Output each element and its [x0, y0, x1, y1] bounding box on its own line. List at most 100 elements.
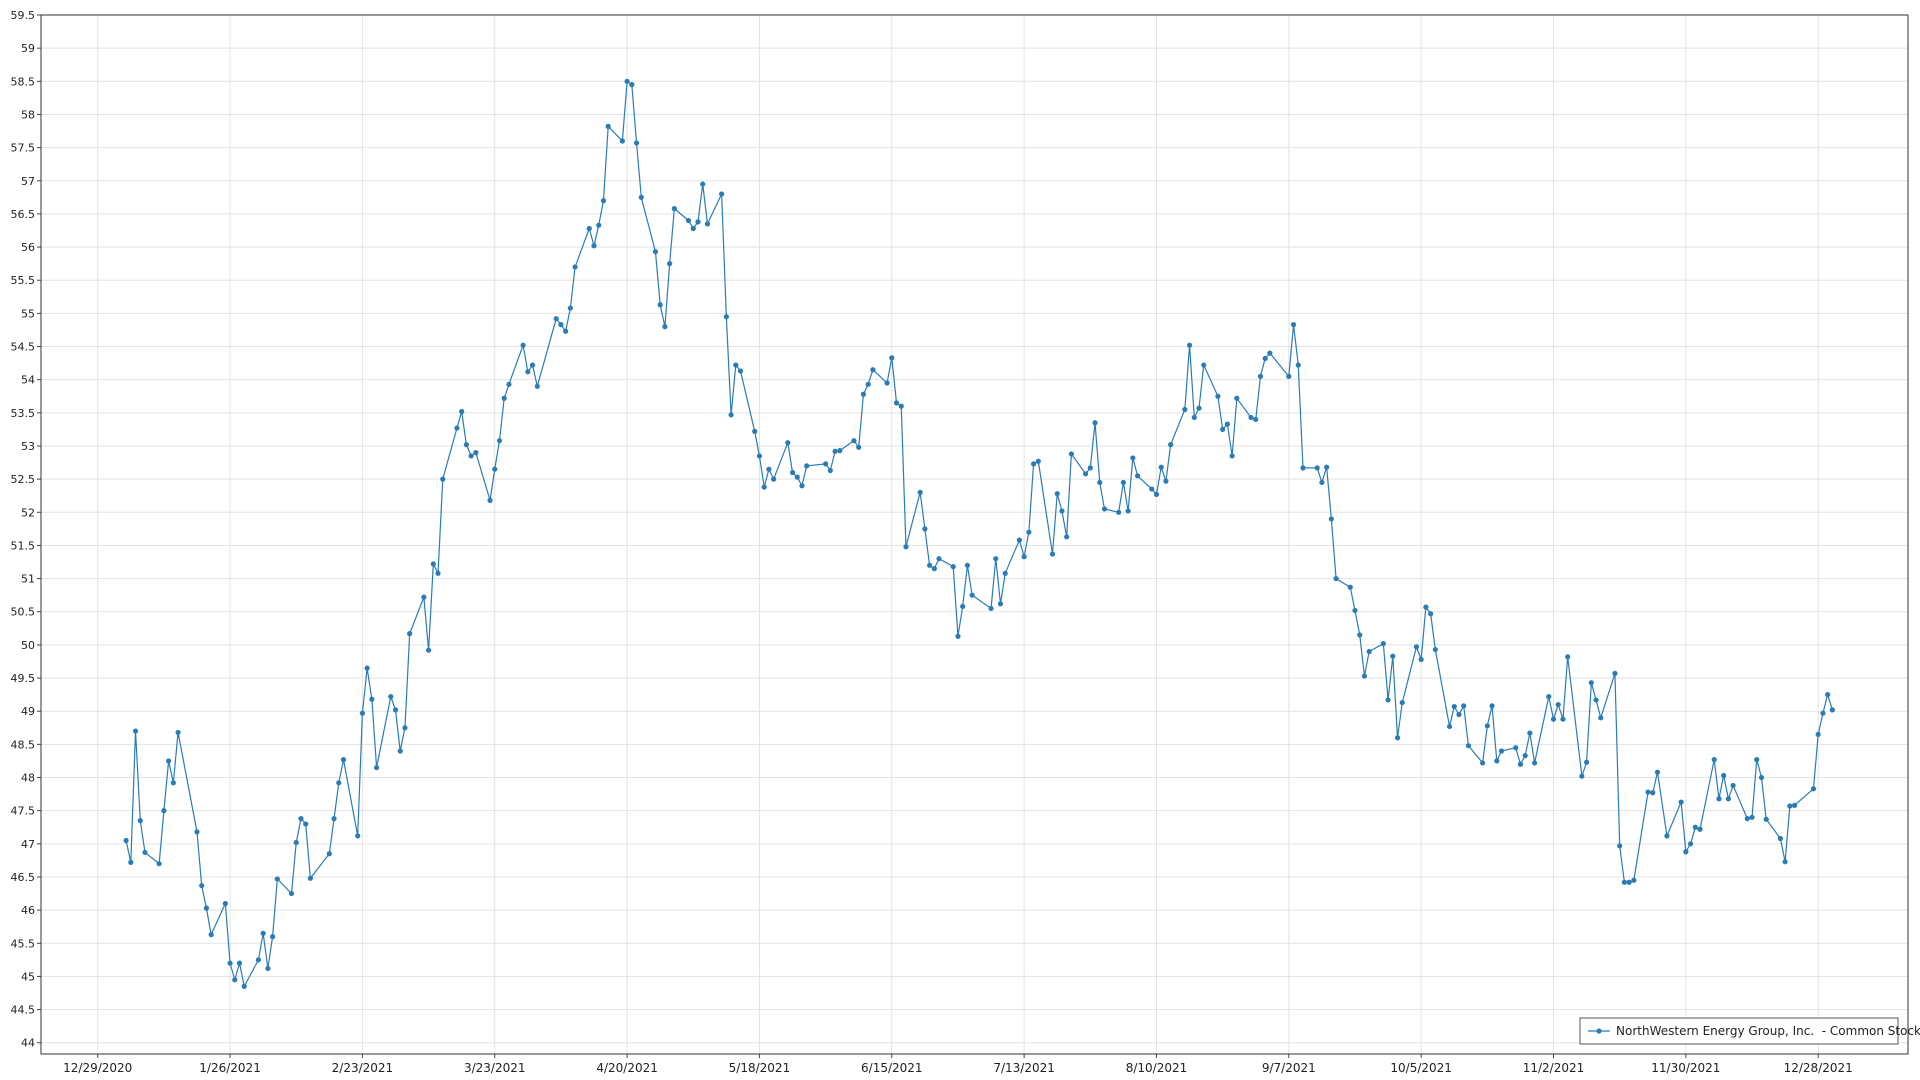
- x-tick-label: 12/29/2020: [63, 1061, 132, 1075]
- data-point: [856, 444, 862, 450]
- data-point: [1631, 877, 1637, 883]
- data-point: [823, 461, 829, 467]
- y-tick-label: 57.5: [11, 142, 36, 155]
- y-tick-label: 58: [21, 108, 35, 121]
- data-point: [506, 381, 512, 387]
- data-point: [501, 395, 507, 401]
- y-tick-label: 58.5: [11, 75, 36, 88]
- data-point: [1550, 716, 1557, 722]
- data-point: [1030, 461, 1037, 467]
- data-point: [1168, 442, 1174, 448]
- data-point: [1314, 465, 1320, 471]
- y-tick-label: 51: [21, 573, 35, 586]
- data-point: [307, 875, 314, 881]
- data-point: [355, 833, 361, 839]
- y-tick-label: 47: [21, 838, 35, 851]
- data-point: [142, 849, 148, 856]
- data-point: [619, 138, 625, 144]
- data-point: [1366, 648, 1372, 655]
- data-point: [175, 729, 181, 736]
- x-tick-label: 10/5/2021: [1390, 1061, 1452, 1075]
- y-tick-label: 54.5: [11, 341, 36, 354]
- data-point: [1787, 803, 1793, 809]
- data-point: [1546, 694, 1552, 700]
- data-point: [851, 438, 857, 444]
- data-point: [123, 837, 129, 844]
- y-tick-label: 56: [21, 241, 35, 254]
- y-tick-label: 48.5: [11, 738, 36, 751]
- data-point: [600, 198, 607, 204]
- data-point: [1361, 673, 1368, 679]
- data-point: [1035, 458, 1041, 464]
- data-point: [430, 561, 436, 567]
- x-tick-label: 4/20/2021: [596, 1061, 658, 1075]
- data-point: [529, 362, 536, 368]
- data-point: [425, 647, 432, 653]
- data-point: [1626, 879, 1632, 885]
- data-point: [1021, 554, 1027, 560]
- y-tick-label: 52.5: [11, 473, 36, 486]
- data-point: [496, 438, 503, 444]
- data-point: [473, 450, 479, 456]
- data-point: [298, 816, 304, 822]
- data-point: [1319, 479, 1325, 486]
- data-point: [1224, 421, 1230, 427]
- data-point: [1248, 414, 1254, 421]
- data-point: [1262, 355, 1268, 362]
- y-tick-label: 46: [21, 904, 35, 917]
- data-point: [898, 403, 904, 409]
- data-point: [227, 960, 233, 966]
- data-point: [1593, 697, 1599, 703]
- data-point: [633, 140, 640, 146]
- data-point: [232, 977, 238, 983]
- data-point: [1489, 703, 1495, 709]
- data-point: [827, 467, 833, 474]
- data-point: [170, 780, 176, 786]
- data-point: [832, 448, 838, 454]
- y-tick-label: 53.5: [11, 407, 36, 420]
- data-point: [1692, 824, 1698, 830]
- x-tick-label: 2/23/2021: [332, 1061, 394, 1075]
- data-point: [1498, 748, 1505, 754]
- data-point: [199, 882, 205, 889]
- data-point: [1522, 753, 1528, 759]
- data-point: [1810, 786, 1817, 792]
- data-point: [1300, 465, 1306, 471]
- y-tick-label: 49.5: [11, 672, 36, 685]
- data-point: [208, 932, 214, 938]
- data-point: [1182, 406, 1188, 413]
- data-point: [1791, 802, 1798, 808]
- data-point: [1220, 426, 1226, 433]
- data-point: [1059, 508, 1065, 514]
- data-point: [397, 748, 403, 754]
- legend-label: NorthWestern Energy Group, Inc. - Common…: [1616, 1024, 1920, 1038]
- data-point: [463, 442, 469, 448]
- data-point: [1829, 707, 1835, 713]
- data-point: [624, 78, 630, 84]
- data-point: [1560, 716, 1566, 722]
- data-point: [1815, 731, 1821, 738]
- data-point: [860, 391, 867, 397]
- data-point: [340, 757, 347, 763]
- data-point: [1191, 414, 1197, 421]
- y-tick-label: 45.5: [11, 937, 36, 950]
- data-point: [1565, 654, 1571, 660]
- data-point: [799, 483, 805, 489]
- data-point: [1461, 703, 1467, 709]
- data-point: [1456, 711, 1462, 718]
- series-line: [125, 80, 1833, 989]
- x-tick-label: 6/15/2021: [861, 1061, 923, 1075]
- data-point: [1333, 575, 1339, 582]
- data-point: [1612, 670, 1618, 677]
- data-point: [704, 221, 711, 227]
- data-point: [567, 305, 573, 311]
- data-point: [1579, 773, 1585, 779]
- x-tick-label: 5/18/2021: [729, 1061, 791, 1075]
- y-tick-label: 45: [21, 970, 35, 983]
- data-point: [1763, 816, 1769, 822]
- data-point: [435, 570, 441, 576]
- data-point: [1721, 772, 1727, 779]
- data-point: [1451, 703, 1457, 710]
- data-point: [662, 324, 668, 330]
- data-point: [1687, 841, 1694, 847]
